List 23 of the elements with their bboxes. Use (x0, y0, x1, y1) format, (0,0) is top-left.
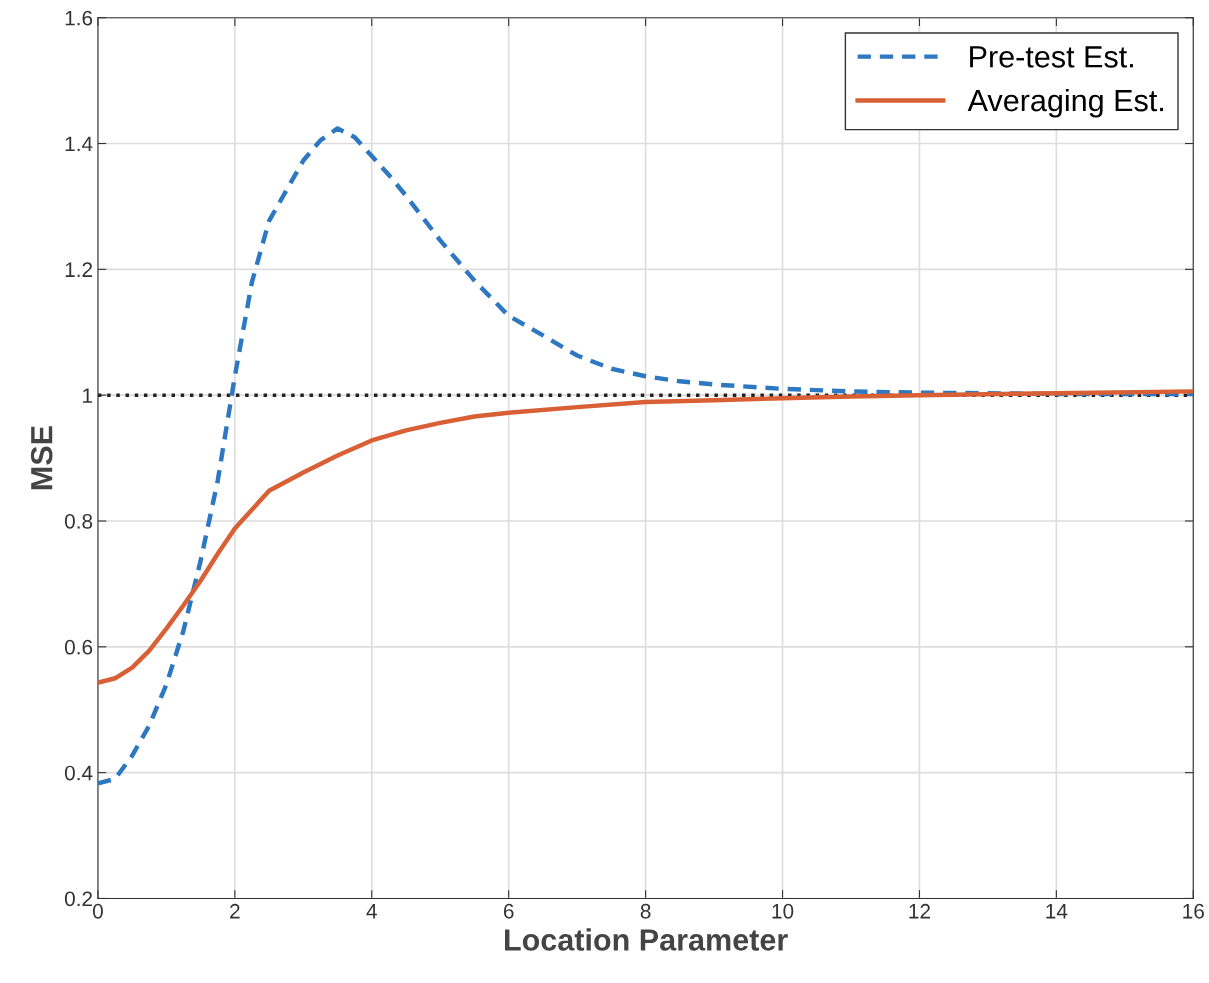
y-tick-label: 1.2 (65, 262, 93, 277)
x-tick-label: 0 (92, 903, 103, 919)
x-tick-label: 12 (909, 903, 930, 919)
y-tick-label: 0.4 (64, 765, 93, 781)
y-tick-label: 1.4 (65, 136, 93, 152)
y-tick-label: 1 (83, 388, 93, 403)
legend-label: Pre-test Est. (970, 46, 1133, 68)
x-tick-label: 8 (640, 903, 651, 919)
y-tick-label: 0.6 (64, 639, 93, 655)
line-series (97, 126, 1194, 786)
x-axis-title: Location Parameter (505, 928, 788, 951)
x-tick-label: 6 (503, 903, 514, 919)
y-axis-title: MSE (30, 426, 53, 490)
x-tick-label: 2 (230, 903, 240, 919)
x-tick-label: 14 (1046, 904, 1068, 919)
x-tick-label: 16 (1183, 903, 1204, 919)
legend-label: Averaging Est. (967, 88, 1163, 118)
x-tick-label: 4 (366, 904, 377, 919)
y-tick-label: 0.2 (64, 891, 93, 907)
y-tick-label: 1.6 (65, 10, 93, 26)
line-series (97, 389, 1194, 685)
x-tick-label: 10 (772, 903, 794, 919)
y-tick-label: 0.8 (64, 513, 93, 529)
